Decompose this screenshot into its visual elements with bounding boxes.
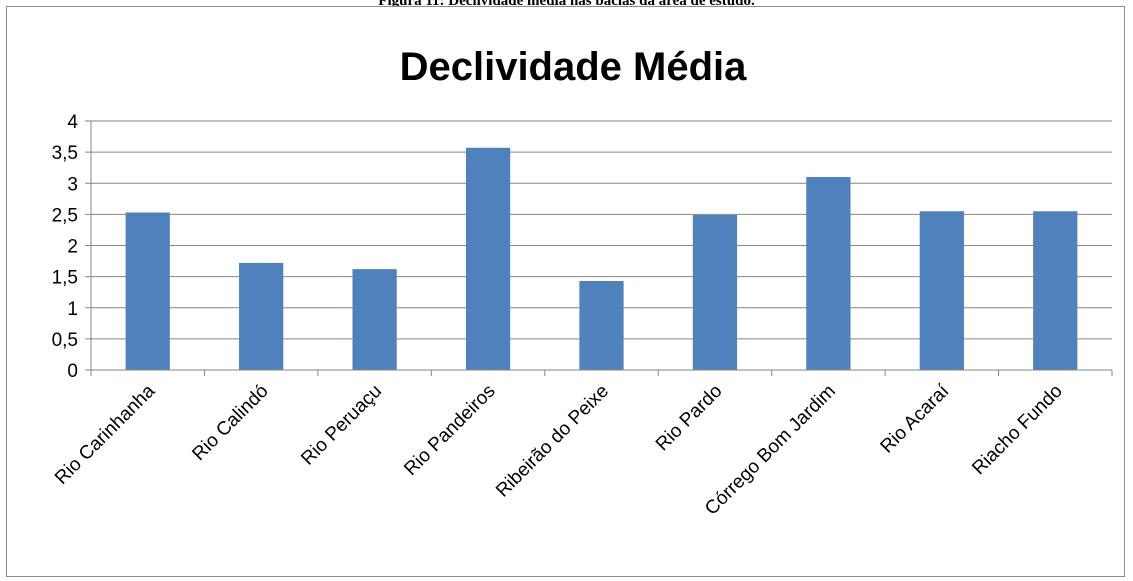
x-category-label: Rio Acaraí — [877, 380, 954, 457]
bar — [1033, 211, 1078, 370]
y-tick-labels: 0 0,5 1 1,5 2 2,5 3 3,5 4 — [52, 112, 79, 382]
bar — [579, 280, 624, 370]
bar — [352, 269, 397, 370]
x-category-label: Rio Pandeiros — [400, 381, 499, 480]
y-tick-label: 0,5 — [52, 330, 78, 351]
x-category-label: Córrego Bom Jardim — [701, 381, 840, 520]
bar — [919, 211, 964, 370]
bar — [125, 212, 170, 370]
bars — [125, 147, 1078, 370]
chart-frame: Declividade Média 0 0,5 1 1,5 2 2,5 3 3,5 4 Rio … — [6, 6, 1125, 577]
bar — [692, 214, 738, 370]
y-tick-label: 2,5 — [52, 205, 78, 226]
y-tick-label: 3,5 — [52, 143, 78, 164]
bar-chart: Declividade Média 0 0,5 1 1,5 2 2,5 3 3,5 4 Rio … — [51, 45, 1113, 519]
y-tick-label: 0 — [67, 361, 78, 382]
x-category-label: Riacho Fundo — [968, 381, 1066, 479]
x-category-labels: Rio Carinhanha Rio Calindó Rio Peruaçu Rio … — [51, 380, 1067, 519]
bar — [806, 177, 851, 370]
chart-title: Declividade Média — [400, 45, 748, 89]
x-category-label: Rio Peruaçu — [297, 381, 386, 470]
y-tick-label: 2 — [67, 237, 78, 258]
y-tick-label: 1,5 — [52, 268, 78, 289]
y-tick-label: 1 — [67, 299, 78, 320]
bar — [465, 147, 511, 370]
bar — [239, 262, 284, 370]
figure-caption: Figura 11: Declividade média nas bacias … — [378, 0, 755, 8]
x-category-label: Rio Pardo — [652, 381, 727, 456]
axes — [90, 121, 1112, 371]
x-category-label: Ribeirão do Peixe — [492, 381, 613, 502]
x-category-label: Rio Carinhanha — [51, 380, 160, 489]
y-tick-label: 4 — [67, 112, 78, 133]
x-category-label: Rio Calindó — [188, 381, 272, 465]
y-tick-label: 3 — [67, 174, 78, 195]
